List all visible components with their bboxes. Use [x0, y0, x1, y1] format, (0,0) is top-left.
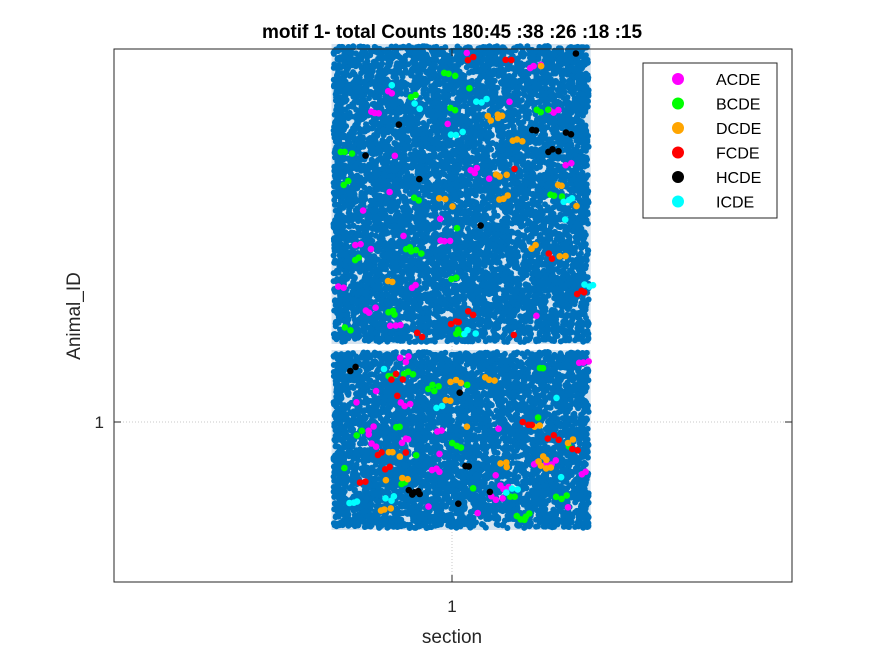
background-point — [500, 332, 507, 339]
chart-title: motif 1- total Counts 180:45 :38 :26 :18… — [262, 22, 643, 43]
background-point — [580, 237, 587, 244]
background-point — [424, 78, 431, 85]
background-points — [330, 43, 592, 531]
background-point — [424, 53, 430, 60]
